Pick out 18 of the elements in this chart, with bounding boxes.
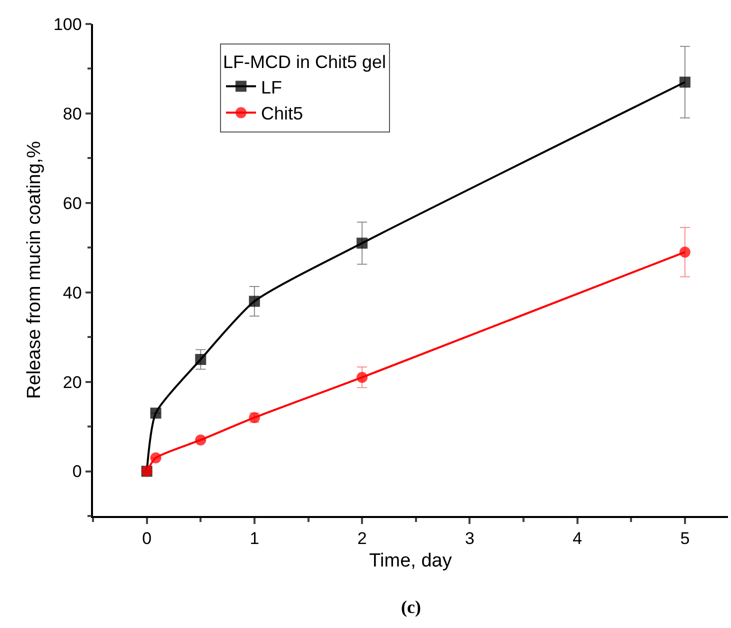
y-tick-label: 80 [62, 104, 82, 124]
x-tick-label: 2 [357, 529, 367, 548]
x-tick-label: 5 [680, 529, 690, 548]
y-axis-title: Release from mucin coating,% [24, 141, 45, 399]
y-tick-label: 40 [62, 283, 82, 302]
y-tick-label: 100 [53, 14, 82, 34]
x-tick-label: 3 [464, 529, 474, 548]
legend-label: LF [261, 77, 282, 98]
legend-title: LF-MCD in Chit5 gel [223, 52, 386, 72]
x-tick-label: 1 [250, 529, 260, 548]
x-tick-label: 4 [572, 529, 582, 548]
text: (c) [401, 597, 421, 617]
y-tick-label: 0 [72, 462, 82, 482]
legend-label: Chit5 [261, 104, 304, 124]
x-tick-label: 0 [142, 529, 152, 548]
x-axis-title: Time, day [369, 550, 452, 572]
y-tick-label: 20 [62, 372, 82, 392]
y-tick-label: 60 [62, 194, 82, 213]
